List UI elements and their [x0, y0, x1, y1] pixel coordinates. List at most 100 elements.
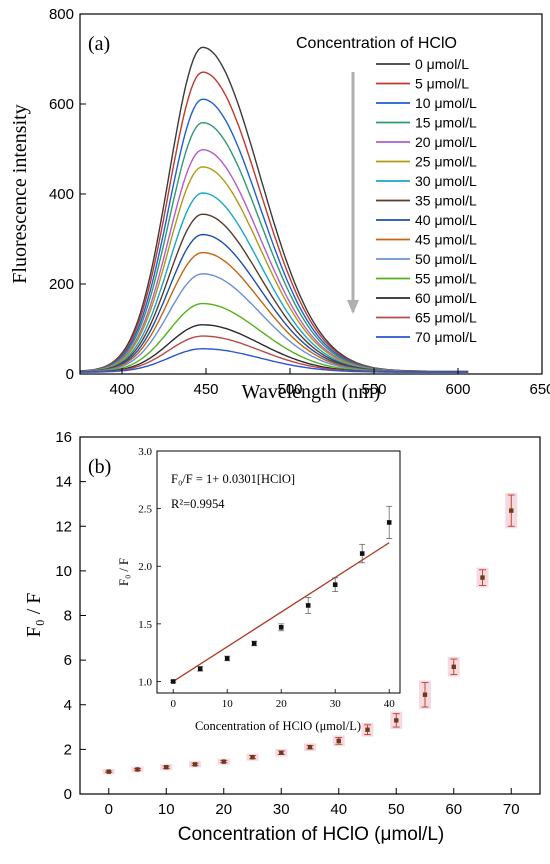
panel-b-x-axis-title: Concentration of HClO (μmol/L)	[178, 824, 444, 845]
data-point	[307, 744, 313, 750]
panel-b-x-ticks: 0 10 20 30 40 50 60 70	[105, 788, 520, 818]
inset-y-tick-label: 2.5	[138, 504, 152, 516]
x-tick-label: 400	[109, 381, 134, 398]
legend-entry: 50 μmol/L	[415, 251, 477, 267]
x-tick-label: 60	[445, 801, 462, 818]
data-point	[480, 575, 485, 580]
data-point	[278, 625, 284, 630]
y-tick-label: 14	[55, 474, 72, 491]
data-point	[305, 603, 311, 608]
spectrum-line	[80, 347, 469, 373]
spectra-curves	[79, 46, 469, 373]
y-tick-label: 0	[66, 366, 74, 383]
x-tick-label: 450	[193, 381, 218, 398]
legend-entry: 25 μmol/L	[415, 154, 477, 170]
inset-data-points	[170, 505, 393, 684]
x-tick-label: 0	[105, 801, 113, 818]
inset-frame	[156, 450, 401, 694]
x-tick-label: 70	[503, 801, 520, 818]
data-point	[386, 520, 392, 525]
legend-entry: 65 μmol/L	[415, 310, 477, 326]
y-tick-label: 400	[49, 186, 74, 203]
inset-r-squared: R²=0.9954	[171, 497, 225, 511]
data-point	[221, 759, 226, 764]
x-tick-label: 10	[158, 801, 175, 818]
data-point	[250, 754, 255, 760]
y-tick-label: 4	[64, 697, 72, 714]
panel-a-x-axis-title: Wavelength (nm)	[242, 381, 381, 403]
x-tick-label: 40	[330, 801, 347, 818]
x-tick-label: 650	[529, 381, 550, 398]
x-tick-label: 600	[445, 381, 470, 398]
data-point	[135, 767, 140, 772]
inset-chart: 0 10 20 30 40 1.0 1.5 2.0 2.5 3.0 F₀/F = 1+ 0.03…	[117, 446, 401, 733]
panel-a-label: (a)	[88, 33, 110, 55]
data-point	[192, 762, 198, 767]
inset-x-axis-title: Concentration of HClO (μmol/L)	[195, 719, 361, 733]
data-point	[170, 679, 176, 684]
inset-y-tick-label: 2.0	[138, 561, 152, 573]
inset-x-tick-label: 10	[222, 698, 234, 710]
data-point	[197, 666, 203, 672]
legend-entry: 15 μmol/L	[415, 115, 477, 131]
inset-y-ticks: 1.0 1.5 2.0 2.5 3.0	[138, 446, 161, 688]
inset-x-ticks: 0 10 20 30 40	[170, 689, 395, 710]
panel-a-y-ticks: 0 200 400 600 800	[49, 6, 86, 383]
x-tick-label: 50	[388, 801, 405, 818]
inset-x-tick-label: 20	[276, 698, 288, 710]
inset-y-tick-label: 3.0	[138, 446, 152, 458]
data-point	[279, 750, 284, 755]
x-tick-label: 550	[361, 381, 386, 398]
spectrum-line	[79, 233, 469, 373]
inset-y-tick-label: 1.5	[138, 619, 152, 631]
legend-entry: 35 μmol/L	[415, 193, 477, 209]
panel-b-data-points	[102, 493, 518, 775]
data-point	[451, 664, 456, 670]
legend-entry: 0 μmol/L	[415, 56, 469, 72]
inset-x-tick-label: 40	[384, 698, 396, 710]
data-point	[332, 582, 338, 587]
panel-b-y-axis-title: F₀ / F	[23, 593, 45, 638]
x-tick-label: 500	[277, 381, 302, 398]
inset-fit-line	[172, 542, 390, 683]
y-tick-label: 8	[64, 608, 72, 625]
panel-a-y-axis-title: Fluorescence intensity	[9, 104, 31, 283]
panel-b-y-ticks: 0 2 4 6 8 10 12 14 16	[55, 429, 86, 803]
y-tick-label: 6	[64, 652, 72, 669]
data-point	[422, 692, 428, 697]
data-point	[164, 765, 169, 770]
legend-entry: 20 μmol/L	[415, 134, 477, 150]
y-tick-label: 800	[49, 6, 74, 23]
data-point	[365, 727, 370, 732]
y-tick-label: 200	[49, 276, 74, 293]
legend-entry: 60 μmol/L	[415, 290, 477, 306]
panel-a-x-ticks: 400 450 500 550 600 650	[109, 368, 550, 398]
panel-b-label: (b)	[88, 456, 111, 478]
x-tick-label: 30	[273, 801, 290, 818]
spectrum-line	[80, 335, 469, 373]
legend-entry: 30 μmol/L	[415, 173, 477, 189]
x-tick-label: 20	[215, 801, 232, 818]
inset-x-tick-label: 30	[330, 698, 342, 710]
spectrum-line	[80, 213, 469, 373]
legend-entry: 10 μmol/L	[415, 95, 477, 111]
y-tick-label: 0	[64, 786, 72, 803]
y-tick-label: 16	[55, 429, 72, 446]
inset-x-tick-label: 0	[170, 698, 176, 710]
inset-y-axis-title: F₀ / F	[117, 558, 131, 586]
data-point	[394, 718, 399, 723]
panel-a: 400 450 500 550 600 650 0 200 400 600 800 (a) Wav…	[9, 6, 550, 403]
legend-entry: 40 μmol/L	[415, 212, 477, 228]
panel-b: 0 10 20 30 40 50 60 70 0 2 4 6 8 10 12 14 16 (b) Concen…	[23, 429, 541, 845]
data-point	[336, 738, 341, 744]
data-point	[251, 641, 257, 646]
legend-entry: 45 μmol/L	[415, 232, 477, 248]
y-tick-label: 12	[55, 518, 72, 535]
legend: Concentration of HClO 0 μmol/L 5 μmol/L 10…	[296, 35, 477, 345]
legend-title: Concentration of HClO	[296, 35, 457, 52]
data-point	[224, 656, 230, 661]
legend-entry: 55 μmol/L	[415, 271, 477, 287]
inset-equation: F₀/F = 1+ 0.0301[HClO]	[171, 472, 295, 486]
y-tick-label: 10	[55, 563, 72, 580]
